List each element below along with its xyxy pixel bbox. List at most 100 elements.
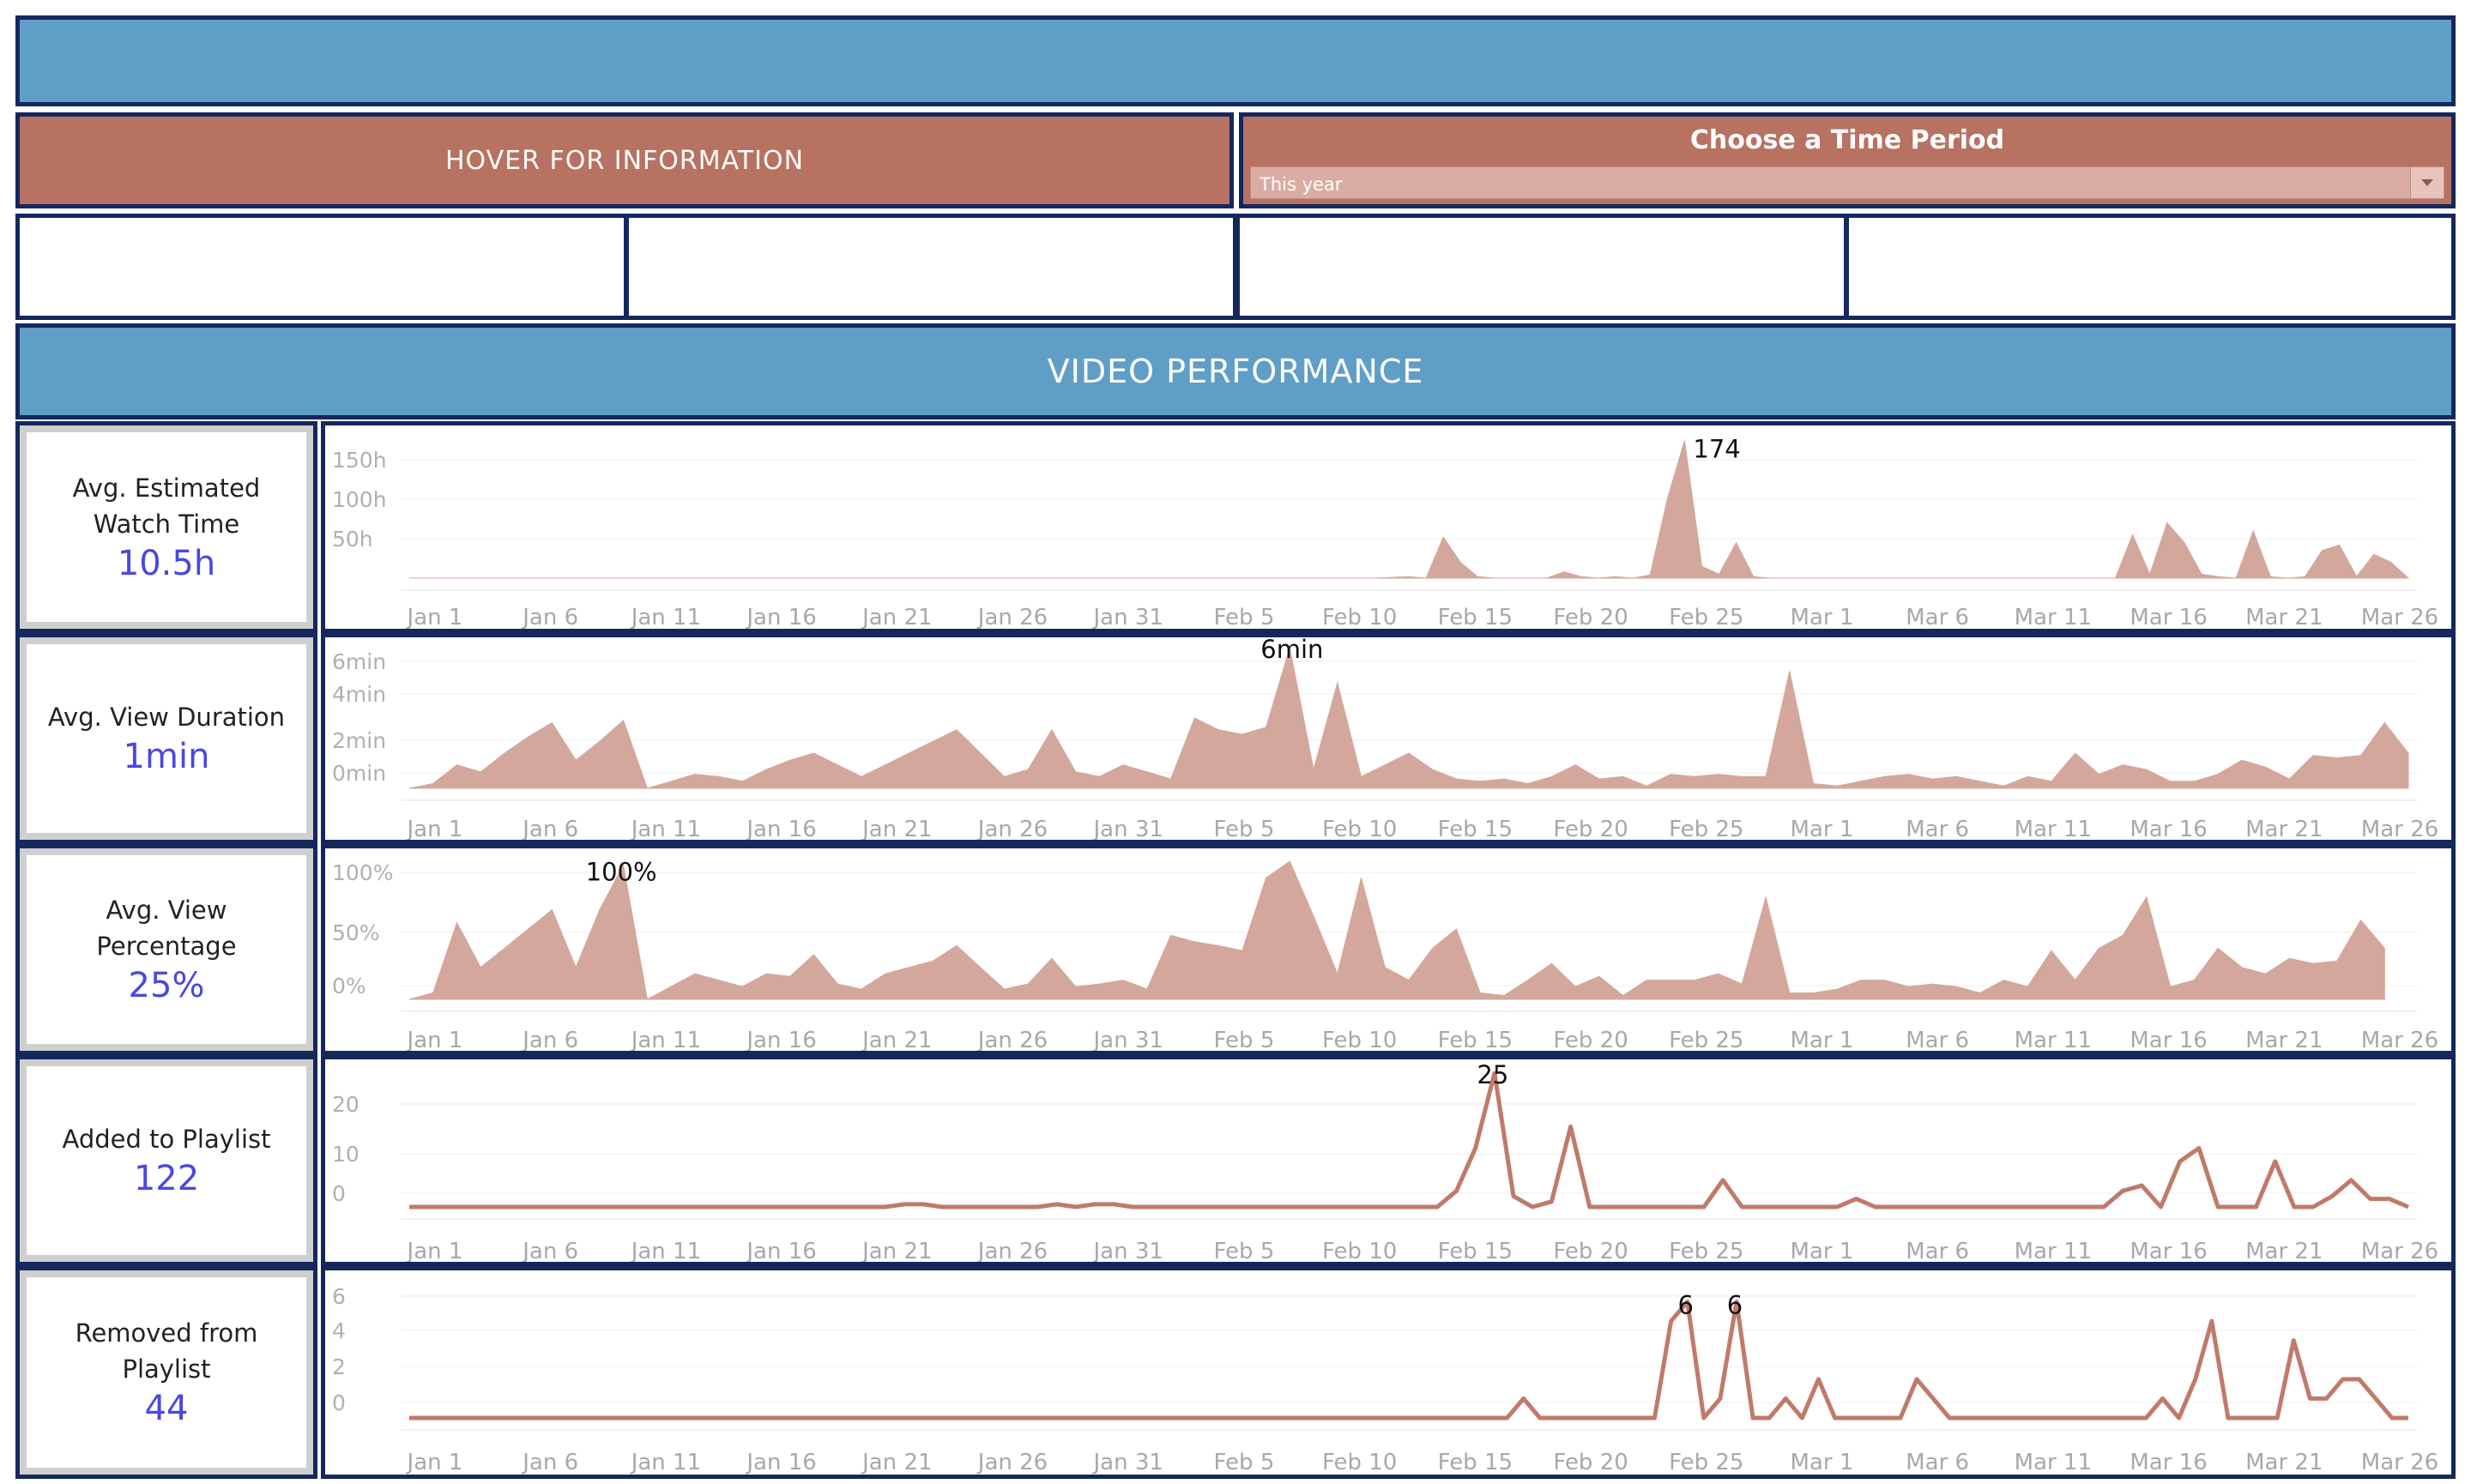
x-tick-label: Mar 6	[1906, 817, 1969, 840]
x-tick-label: Feb 20	[1553, 605, 1628, 629]
x-tick-label: Mar 11	[2015, 1450, 2092, 1475]
x-tick-label: Feb 10	[1322, 605, 1397, 629]
x-tick-label: Jan 31	[1092, 1028, 1163, 1051]
view-duration-chart[interactable]: 6min 4min 2min 0min Jan 1 Jan 6 Jan 11 Jan 16 Ja…	[325, 637, 2451, 840]
peak-data-label: 174	[1693, 435, 1740, 464]
x-tick-label: Jan 1	[406, 1450, 463, 1475]
x-tick-label: Feb 25	[1669, 817, 1743, 840]
y-tick-label: 0	[332, 1181, 346, 1206]
x-tick-label: Jan 6	[521, 1450, 578, 1475]
peak-data-label: 100%	[586, 857, 657, 886]
x-tick-label: Mar 1	[1791, 817, 1854, 840]
peak-data-label: 25	[1477, 1060, 1508, 1089]
y-tick-label: 4	[332, 1318, 346, 1343]
x-tick-label: Jan 21	[861, 1450, 932, 1475]
x-tick-label: Jan 6	[521, 1028, 578, 1051]
x-tick-label: Mar 11	[2015, 605, 2092, 629]
x-tick-label: Jan 26	[976, 1028, 1048, 1051]
x-tick-label: Jan 1	[406, 1239, 463, 1262]
series-area[interactable]	[408, 647, 2409, 789]
peak-data-label: 6	[1677, 1291, 1693, 1320]
y-tick-label: 2min	[332, 728, 386, 753]
metric-card: Added to Playlist 122	[15, 1055, 317, 1266]
y-tick-label: 2	[332, 1354, 346, 1379]
x-tick-label: Jan 16	[745, 605, 816, 629]
x-tick-label: Feb 15	[1438, 817, 1513, 840]
x-tick-label: Mar 16	[2130, 1239, 2207, 1262]
x-tick-label: Mar 21	[2245, 1239, 2323, 1262]
y-tick-label: 0min	[332, 761, 386, 786]
metric-row-watch-time: Avg. Estimated Watch Time 10.5h 150h 100h…	[15, 421, 2456, 633]
x-tick-label: Mar 6	[1906, 605, 1969, 629]
x-tick-label: Mar 26	[2361, 1239, 2438, 1262]
y-tick-label: 6min	[332, 649, 386, 674]
x-tick-label: Feb 15	[1438, 1028, 1513, 1051]
hover-info-label: HOVER FOR INFORMATION	[444, 145, 805, 176]
series-area[interactable]	[409, 440, 2410, 579]
y-tick-label: 0	[332, 1390, 346, 1415]
x-tick-label: Feb 25	[1669, 1028, 1743, 1051]
kpi-tile-1	[15, 214, 628, 320]
metric-card: Avg. View Duration 1min	[15, 633, 317, 844]
x-tick-label: Feb 5	[1214, 1028, 1275, 1051]
metric-card: Avg. View Percentage 25%	[15, 844, 317, 1055]
chevron-down-icon[interactable]	[2410, 167, 2444, 198]
series-line[interactable]	[409, 1071, 2409, 1210]
metric-label: Removed from Playlist	[75, 1318, 258, 1384]
x-tick-label: Jan 26	[976, 817, 1048, 840]
x-tick-label: Jan 31	[1092, 1450, 1163, 1475]
series-line[interactable]	[409, 1300, 2408, 1421]
x-tick-label: Feb 10	[1322, 817, 1397, 840]
chart-panel: 20 10 0 Jan 1 Jan 6 Jan 11 Jan 16 Jan 21 Jan 26 J…	[321, 1055, 2456, 1266]
added-playlist-chart[interactable]: 20 10 0 Jan 1 Jan 6 Jan 11 Jan 16 Jan 21 Jan 26 J…	[325, 1059, 2451, 1262]
x-tick-label: Jan 16	[745, 1239, 816, 1262]
x-tick-label: Mar 21	[2245, 605, 2323, 629]
y-tick-label: 100%	[332, 860, 393, 885]
time-period-title: Choose a Time Period	[1689, 125, 2005, 155]
time-period-selected: This year	[1260, 174, 1343, 195]
x-tick-label: Mar 21	[2245, 1450, 2323, 1475]
x-tick-label: Jan 1	[406, 817, 463, 840]
metric-value: 1min	[123, 737, 210, 776]
x-tick-label: Mar 1	[1791, 1028, 1854, 1051]
watch-time-chart[interactable]: 150h 100h 50h Jan 1 Jan 6 Jan 11 Jan 16 Jan 21 J…	[325, 425, 2451, 629]
x-tick-label: Jan 11	[630, 1450, 701, 1475]
time-period-dropdown[interactable]: This year	[1250, 166, 2444, 199]
x-tick-label: Jan 21	[861, 1239, 932, 1262]
x-tick-label: Jan 16	[745, 817, 816, 840]
series-area[interactable]	[408, 860, 2385, 1000]
metric-label: Avg. View Duration	[47, 703, 286, 732]
x-tick-label: Jan 11	[630, 817, 701, 840]
x-tick-label: Mar 6	[1906, 1239, 1969, 1262]
x-tick-label: Mar 1	[1791, 605, 1854, 629]
x-tick-label: Feb 20	[1553, 1450, 1628, 1475]
x-tick-label: Feb 20	[1553, 1239, 1628, 1262]
x-tick-label: Feb 25	[1669, 1239, 1743, 1262]
x-tick-label: Jan 16	[745, 1028, 816, 1051]
x-tick-label: Jan 21	[861, 1028, 932, 1051]
x-tick-label: Jan 6	[521, 817, 578, 840]
x-tick-label: Jan 11	[630, 1239, 701, 1262]
x-tick-label: Mar 26	[2361, 605, 2438, 629]
y-tick-label: 50h	[332, 527, 373, 552]
metric-label: Avg. View Percentage	[96, 896, 237, 961]
y-tick-label: 50%	[332, 920, 380, 945]
hover-info-button[interactable]: HOVER FOR INFORMATION	[15, 112, 1234, 208]
metric-row-removed-playlist: Removed from Playlist 44 6 4 2 0 Jan 1 Jan 6 J…	[15, 1266, 2456, 1479]
metric-value: 25%	[128, 966, 205, 1005]
peak-data-label: 6	[1727, 1291, 1743, 1320]
x-tick-label: Feb 25	[1669, 605, 1743, 629]
x-tick-label: Jan 1	[406, 605, 463, 629]
x-tick-label: Mar 26	[2361, 1028, 2438, 1051]
x-tick-label: Feb 20	[1553, 817, 1628, 840]
x-tick-label: Jan 11	[630, 1028, 701, 1051]
metric-value: 44	[144, 1389, 189, 1428]
x-tick-label: Feb 15	[1438, 1450, 1513, 1475]
x-tick-label: Feb 15	[1438, 605, 1513, 629]
x-tick-label: Feb 5	[1214, 1450, 1275, 1475]
view-percentage-chart[interactable]: 100% 50% 0% Jan 1 Jan 6 Jan 11 Jan 16 Jan 21 Jan…	[325, 848, 2451, 1051]
y-tick-label: 6	[332, 1284, 346, 1309]
x-tick-label: Feb 10	[1322, 1450, 1397, 1475]
removed-playlist-chart[interactable]: 6 4 2 0 Jan 1 Jan 6 Jan 11 Jan 16 Jan 21 Jan 26 Ja…	[325, 1270, 2451, 1475]
